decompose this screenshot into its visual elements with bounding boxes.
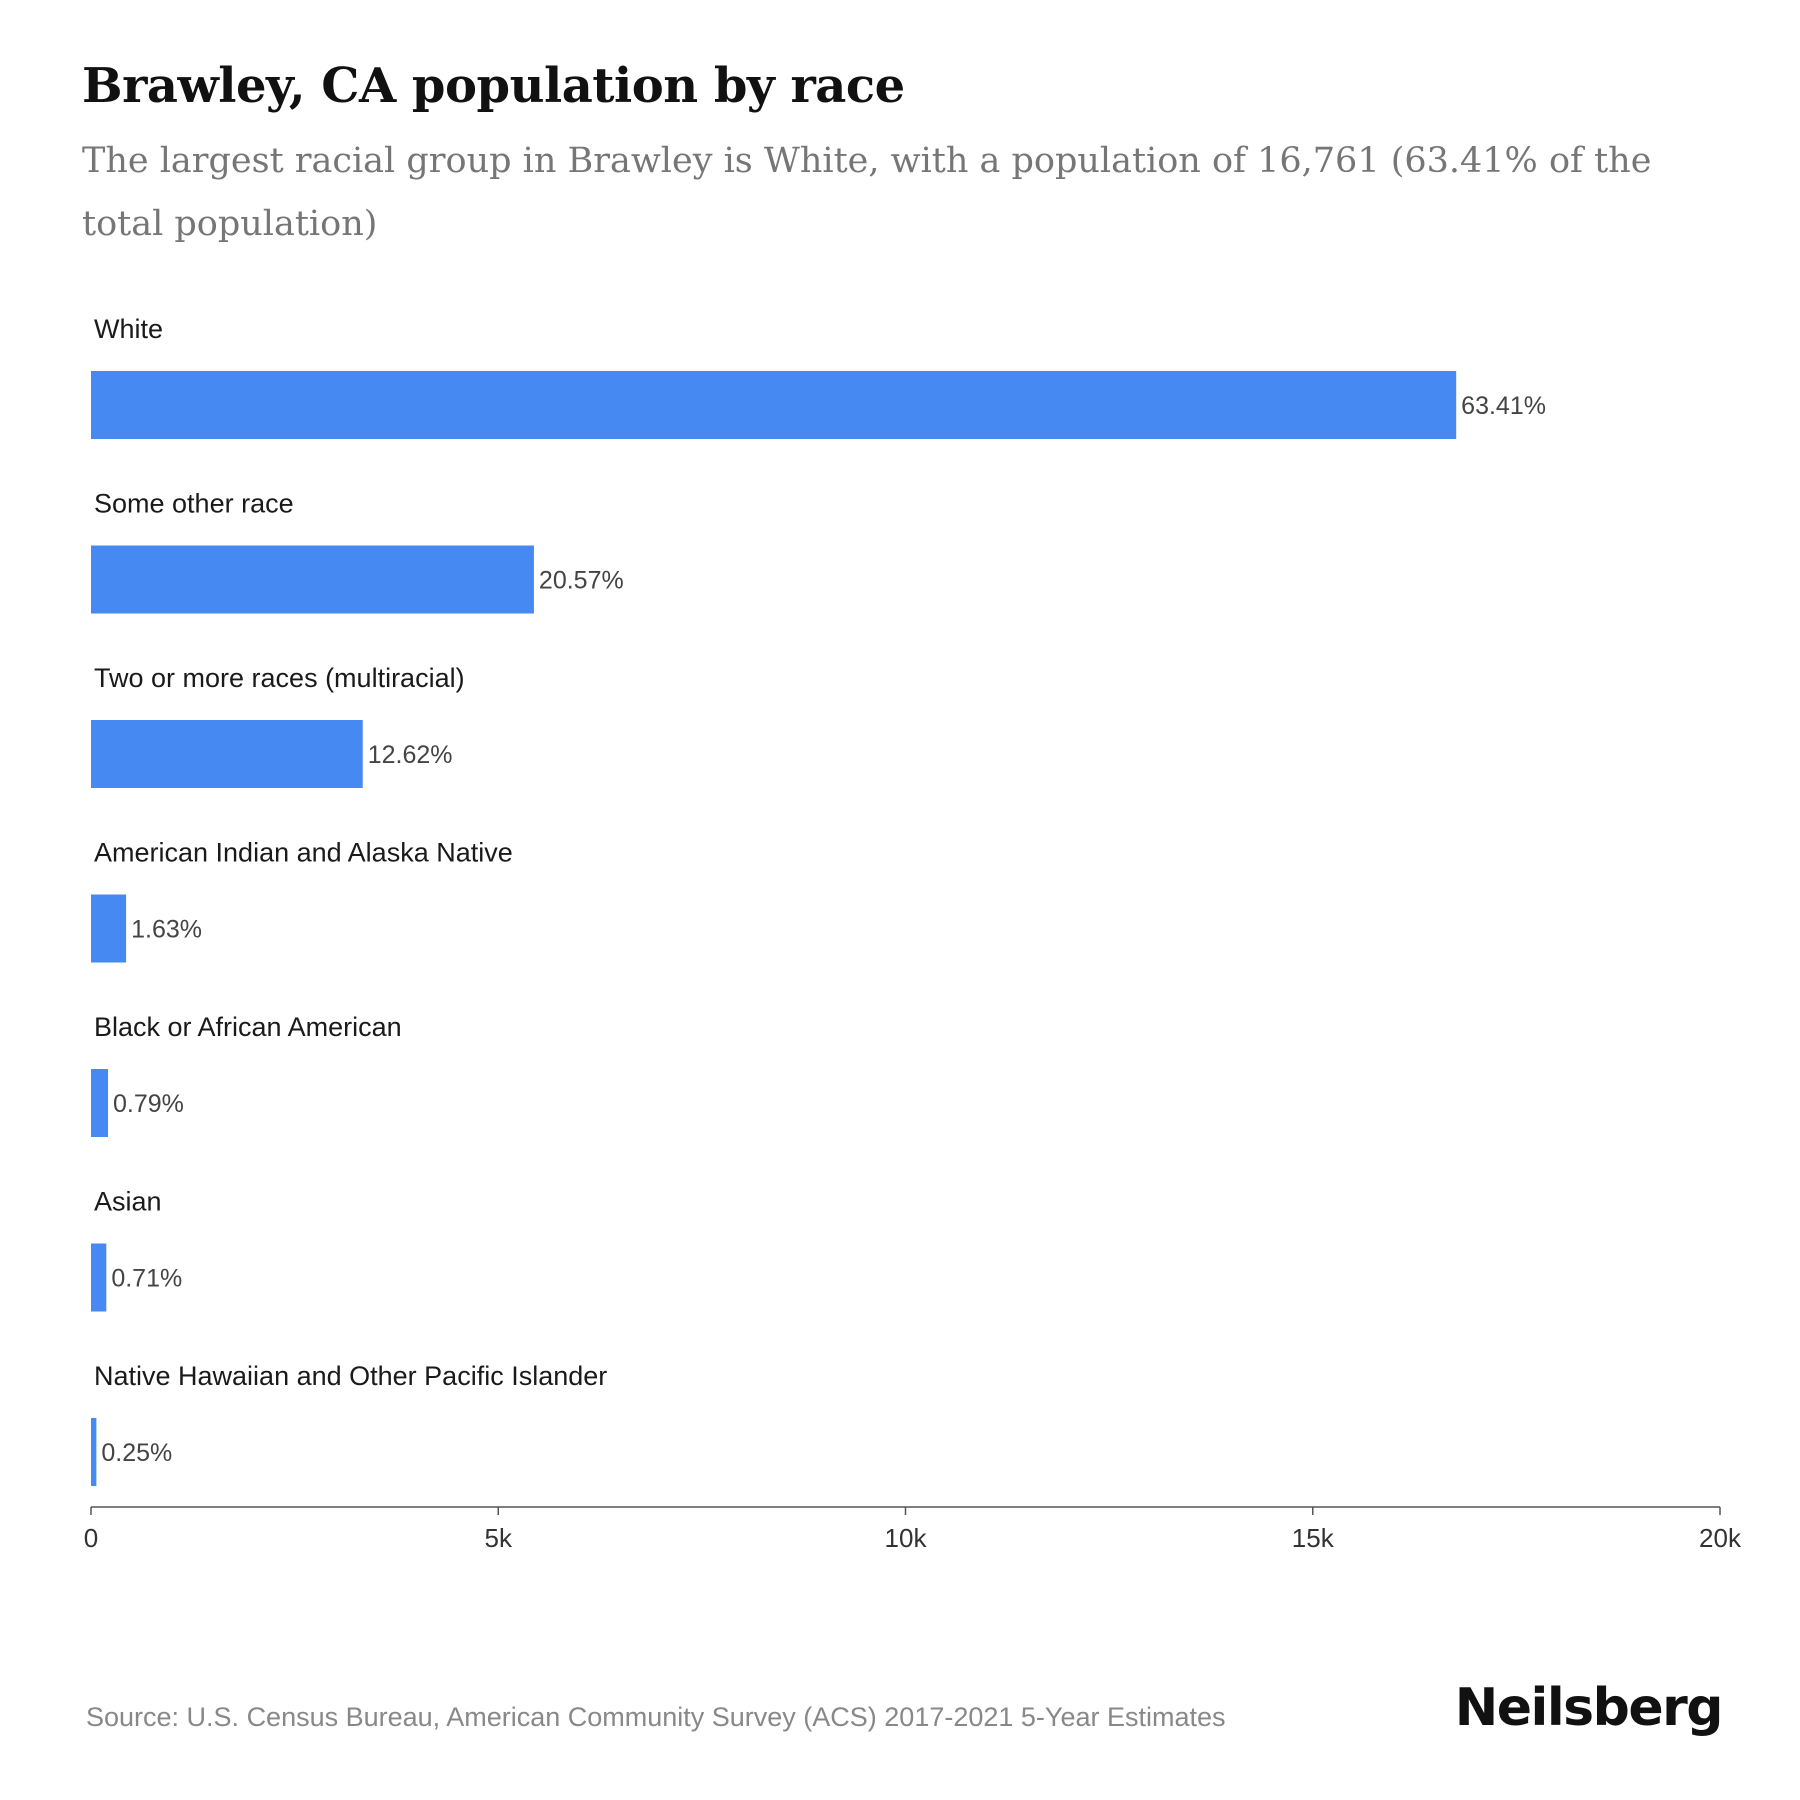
bar: [91, 1418, 97, 1486]
bar: [91, 1069, 109, 1137]
x-tick-label: 20k: [1699, 1523, 1742, 1553]
data-label: 63.41%: [1461, 392, 1546, 420]
data-label: 0.71%: [111, 1265, 182, 1293]
data-label: 12.62%: [368, 741, 453, 769]
x-tick-label: 15k: [1292, 1523, 1335, 1553]
bar: [91, 371, 1457, 439]
data-label: 1.63%: [131, 916, 202, 944]
data-label: 0.79%: [113, 1090, 184, 1118]
brand-logo: Neilsberg: [1454, 1678, 1724, 1738]
category-label: Black or African American: [94, 1012, 402, 1042]
bar: [91, 720, 363, 788]
x-tick-label: 5k: [485, 1523, 513, 1553]
x-tick-label: 0: [84, 1523, 98, 1553]
category-label: Native Hawaiian and Other Pacific Island…: [94, 1361, 607, 1391]
data-label: 20.57%: [539, 567, 624, 595]
source-note: Source: U.S. Census Bureau, American Com…: [86, 1702, 1226, 1732]
bar: [91, 545, 534, 614]
chart-title: Brawley, CA population by race: [82, 58, 905, 114]
x-tick-label: 10k: [885, 1523, 928, 1553]
bar-chart: White 63.41% Some other race 20.57% Two or m…: [84, 314, 1742, 1553]
category-label: Two or more races (multiracial): [94, 663, 465, 693]
bar: [91, 894, 127, 963]
category-label: Some other race: [94, 489, 294, 519]
data-label: 0.25%: [101, 1439, 172, 1467]
chart-subtitle: The largest racial group in Brawley is W…: [82, 141, 1652, 244]
bar: [91, 1243, 107, 1312]
category-label: American Indian and Alaska Native: [94, 838, 513, 868]
category-label: Asian: [94, 1187, 162, 1217]
category-label: White: [94, 314, 163, 344]
